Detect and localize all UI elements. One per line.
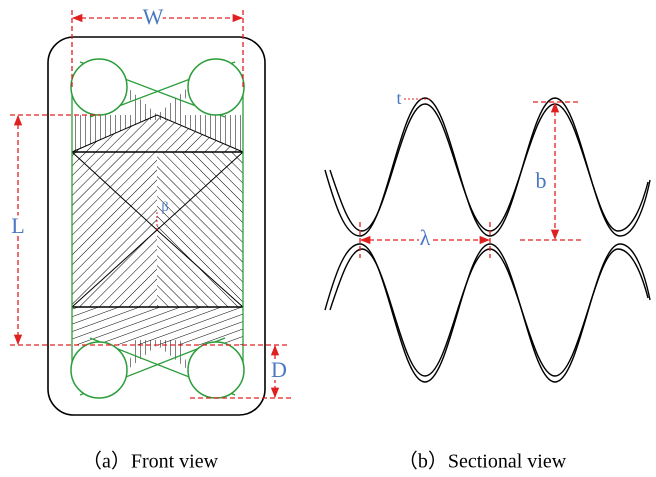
width-label: W — [143, 4, 164, 29]
port — [188, 59, 244, 115]
port — [71, 342, 127, 398]
thickness-label: t — [396, 88, 401, 108]
height-label: b — [536, 168, 547, 193]
wavelength-label: λ — [420, 225, 431, 250]
length-label: L — [11, 213, 24, 238]
chevron-right — [157, 152, 243, 307]
caption: （b）Sectional view — [398, 450, 567, 473]
diameter-label: D — [271, 357, 287, 382]
front-view: W L D β — [10, 4, 292, 415]
lower-plate — [325, 244, 650, 382]
upper-plate — [325, 98, 650, 236]
lower-plate — [330, 249, 648, 376]
diagram: W L D β λ b t （a）Front view （b）Sectional… — [0, 0, 656, 477]
upper-plate — [330, 104, 648, 231]
port — [71, 59, 127, 115]
sectional-view: λ b t — [325, 88, 650, 382]
caption: （a）Front view — [82, 450, 219, 473]
hatch — [72, 307, 243, 345]
angle-label: β — [161, 200, 168, 215]
port — [188, 342, 244, 398]
chevron-left — [72, 152, 157, 307]
